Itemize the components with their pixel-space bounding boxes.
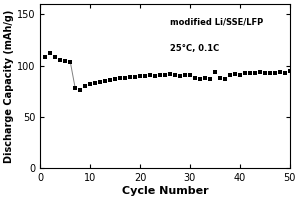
Point <box>222 77 227 81</box>
Point <box>158 73 162 77</box>
Point <box>138 74 142 78</box>
Point <box>178 74 182 78</box>
Point <box>118 76 122 80</box>
Point <box>153 74 158 78</box>
Point <box>208 77 212 81</box>
Point <box>272 71 277 74</box>
Point <box>78 89 82 92</box>
Point <box>123 76 128 80</box>
Point <box>68 60 73 63</box>
Point <box>282 71 287 74</box>
Point <box>93 82 98 85</box>
Point <box>172 73 177 77</box>
Text: modified Li/SSE/LFP: modified Li/SSE/LFP <box>170 17 263 26</box>
Point <box>193 76 197 80</box>
Point <box>277 70 282 73</box>
Point <box>237 73 242 77</box>
Point <box>257 70 262 73</box>
Point <box>212 70 217 73</box>
Point <box>218 76 222 80</box>
Point <box>108 78 112 82</box>
Point <box>113 77 118 81</box>
Point <box>202 76 207 80</box>
Point <box>182 73 187 77</box>
Point <box>128 75 133 79</box>
X-axis label: Cycle Number: Cycle Number <box>122 186 208 196</box>
Point <box>58 58 63 61</box>
Point <box>88 83 93 86</box>
Y-axis label: Discharge Capacity (mAh/g): Discharge Capacity (mAh/g) <box>4 9 14 163</box>
Point <box>103 79 107 83</box>
Point <box>242 71 247 74</box>
Point <box>197 77 202 81</box>
Point <box>267 71 272 74</box>
Point <box>287 69 292 72</box>
Point <box>43 56 48 59</box>
Point <box>142 74 147 78</box>
Point <box>83 85 88 88</box>
Point <box>73 87 78 90</box>
Point <box>248 71 252 74</box>
Point <box>163 73 167 77</box>
Point <box>232 72 237 75</box>
Point <box>262 71 267 74</box>
Point <box>98 80 103 84</box>
Point <box>188 73 192 77</box>
Point <box>168 72 172 75</box>
Point <box>227 73 232 77</box>
Point <box>252 71 257 74</box>
Text: 25°C, 0.1C: 25°C, 0.1C <box>170 44 219 53</box>
Point <box>48 52 53 55</box>
Point <box>148 73 152 77</box>
Point <box>53 56 58 59</box>
Point <box>133 75 137 79</box>
Point <box>63 59 68 62</box>
